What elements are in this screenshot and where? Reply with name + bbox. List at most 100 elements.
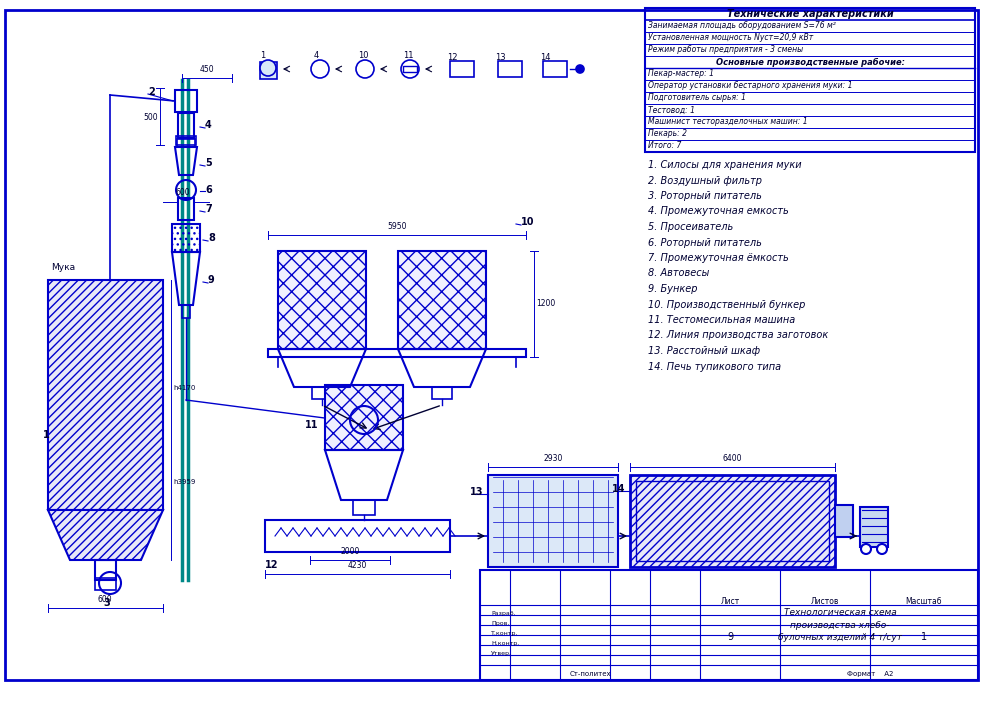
Text: 8. Автовесы: 8. Автовесы: [648, 268, 710, 278]
Polygon shape: [48, 510, 163, 560]
Bar: [265, 520, 450, 552]
Bar: [403, 66, 417, 72]
Text: 14. Печь тупикового типа: 14. Печь тупикового типа: [648, 361, 781, 371]
Text: 4: 4: [205, 120, 211, 130]
Text: Формат    А2: Формат А2: [846, 671, 894, 677]
Text: Т.контр.: Т.контр.: [491, 630, 518, 635]
Text: 500: 500: [144, 112, 158, 121]
Text: 11: 11: [403, 50, 414, 60]
Text: Лист: Лист: [721, 598, 739, 606]
Circle shape: [861, 544, 871, 554]
Text: 2930: 2930: [544, 454, 562, 463]
Text: Технологическая схема
производства хлебо-
булочных изделий 4 т/сут: Технологическая схема производства хлебо…: [778, 608, 902, 642]
Bar: [432, 387, 452, 399]
Text: Установленная мощность Nуст=20,9 кВт: Установленная мощность Nуст=20,9 кВт: [648, 33, 813, 43]
Text: 14: 14: [540, 53, 550, 62]
Text: 600: 600: [176, 188, 191, 197]
Text: Машинист тесторазделочных машин: 1: Машинист тесторазделочных машин: 1: [648, 117, 808, 126]
Text: 2000: 2000: [340, 547, 360, 556]
Text: 9. Бункер: 9. Бункер: [648, 284, 698, 294]
Text: 6. Роторный питатель: 6. Роторный питатель: [648, 238, 762, 248]
Text: 4: 4: [314, 50, 319, 60]
Text: 4230: 4230: [347, 561, 367, 570]
Text: 11: 11: [305, 420, 318, 430]
Bar: [260, 62, 277, 79]
Bar: [178, 113, 194, 138]
Text: 6: 6: [205, 185, 211, 195]
Text: 12: 12: [447, 53, 457, 62]
Text: 13: 13: [470, 487, 484, 497]
Text: 12. Линия производства заготовок: 12. Линия производства заготовок: [648, 330, 829, 341]
Text: Оператор установки бестарного хранения муки: 1: Оператор установки бестарного хранения м…: [648, 82, 852, 90]
Bar: [450, 61, 474, 77]
Bar: [176, 136, 196, 145]
Text: 2. Воздушный фильтр: 2. Воздушный фильтр: [648, 175, 762, 185]
Text: 10: 10: [358, 50, 369, 60]
Text: 7: 7: [205, 204, 211, 214]
Bar: [488, 475, 618, 567]
Bar: [175, 90, 197, 112]
Text: 1: 1: [43, 430, 50, 440]
Text: 5950: 5950: [387, 222, 407, 231]
Bar: [398, 251, 486, 349]
Bar: [182, 305, 190, 318]
Text: 11. Тестомесильная машина: 11. Тестомесильная машина: [648, 315, 795, 325]
Text: Тестовод: 1: Тестовод: 1: [648, 106, 695, 114]
Bar: [268, 349, 526, 357]
Bar: [498, 61, 522, 77]
Circle shape: [576, 65, 584, 73]
Bar: [480, 570, 978, 680]
Text: Подготовитель сырья: 1: Подготовитель сырья: 1: [648, 94, 746, 102]
Text: 13: 13: [495, 53, 505, 62]
Text: Занимаемая площадь оборудованием S=76 м²: Занимаемая площадь оборудованием S=76 м²: [648, 21, 836, 31]
Bar: [48, 280, 163, 510]
Text: Пекарь: 2: Пекарь: 2: [648, 129, 687, 138]
Circle shape: [877, 544, 887, 554]
Text: 5: 5: [205, 158, 211, 168]
Text: 12: 12: [265, 560, 278, 570]
Text: 10. Производственный бункер: 10. Производственный бункер: [648, 300, 805, 310]
Text: 4. Промежуточная емкость: 4. Промежуточная емкость: [648, 207, 788, 217]
Bar: [312, 387, 332, 399]
Bar: [177, 139, 195, 147]
Bar: [278, 251, 366, 349]
Text: 10: 10: [521, 217, 535, 227]
Text: 1200: 1200: [536, 300, 555, 309]
Text: 5. Просеиватель: 5. Просеиватель: [648, 222, 733, 232]
Bar: [636, 481, 829, 561]
Text: 9: 9: [208, 275, 214, 285]
Text: 3. Роторный питатель: 3. Роторный питатель: [648, 191, 762, 201]
Text: 6400: 6400: [723, 454, 742, 463]
Text: 13. Расстойный шкаф: 13. Расстойный шкаф: [648, 346, 760, 356]
Text: 9: 9: [727, 632, 733, 642]
Bar: [325, 385, 403, 450]
Text: 1. Силосы для хранения муки: 1. Силосы для хранения муки: [648, 160, 801, 170]
Text: 600: 600: [97, 595, 112, 604]
Text: Разраб.: Разраб.: [491, 611, 516, 616]
Circle shape: [260, 60, 276, 76]
Text: Утвер.: Утвер.: [491, 650, 512, 655]
Bar: [860, 507, 888, 547]
Text: h4170: h4170: [173, 386, 196, 391]
Text: 2: 2: [148, 87, 154, 97]
Text: Масштаб: Масштаб: [905, 598, 943, 606]
Bar: [645, 8, 975, 152]
Text: Н.контр.: Н.контр.: [491, 640, 519, 645]
Bar: [172, 224, 200, 252]
Text: Листов: Листов: [811, 598, 839, 606]
Text: Пекар-мастер: 1: Пекар-мастер: 1: [648, 70, 714, 79]
Text: 450: 450: [200, 65, 214, 74]
Text: 1: 1: [921, 632, 927, 642]
Text: 7. Промежуточная ёмкость: 7. Промежуточная ёмкость: [648, 253, 788, 263]
Text: Пров.: Пров.: [491, 621, 509, 626]
Text: 14: 14: [612, 484, 625, 494]
Text: 3: 3: [103, 598, 110, 608]
Bar: [178, 198, 194, 220]
Text: Мука: Мука: [51, 263, 75, 273]
Text: Технические характеристики: Технические характеристики: [726, 9, 894, 19]
Bar: [630, 475, 835, 567]
Text: Ст-политех: Ст-политех: [569, 671, 610, 677]
Bar: [353, 500, 375, 515]
Text: Режим работы предприятия - 3 смены: Режим работы предприятия - 3 смены: [648, 45, 803, 55]
Text: 1: 1: [260, 50, 265, 60]
